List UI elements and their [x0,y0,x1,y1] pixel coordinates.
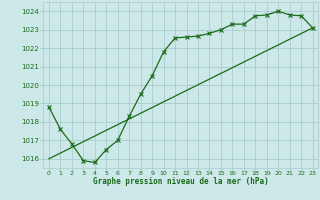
X-axis label: Graphe pression niveau de la mer (hPa): Graphe pression niveau de la mer (hPa) [93,177,269,186]
